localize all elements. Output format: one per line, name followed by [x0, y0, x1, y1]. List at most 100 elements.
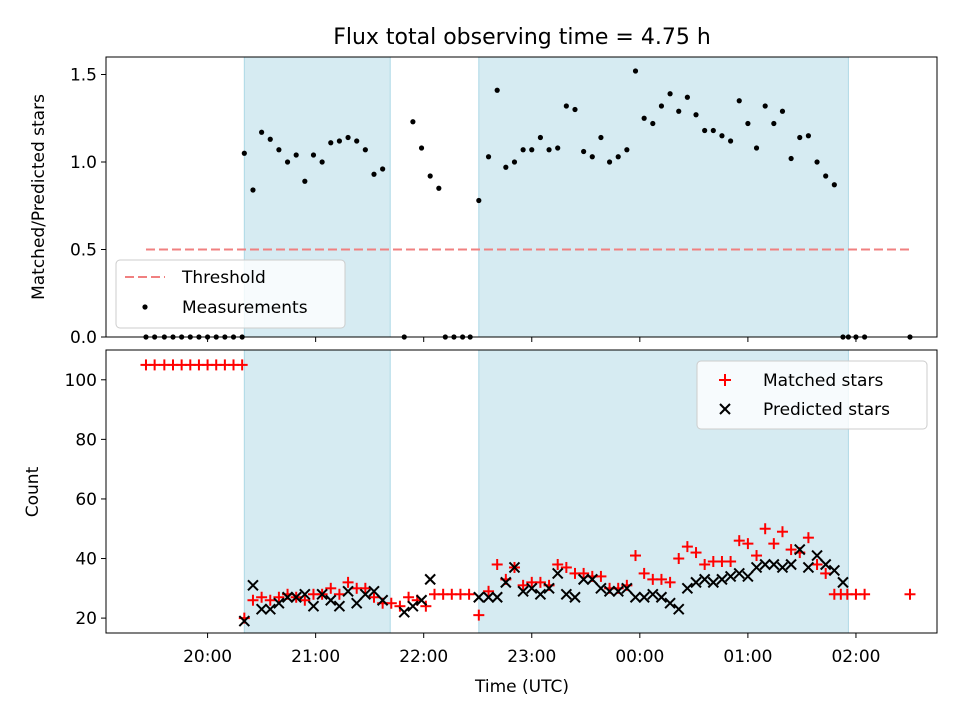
predicted-point [811, 549, 823, 562]
measurement-point [362, 147, 368, 153]
predicted-point [398, 606, 410, 618]
measurement-point [581, 148, 587, 155]
predicted-point [612, 585, 624, 598]
bottom-x-ticks: 20:00 21:00 22:00 23:00 00:00 01:00 02:00 [183, 633, 880, 667]
observing-interval-0-1 [478, 56, 849, 338]
measurement-point [589, 154, 595, 160]
chart-title: Flux total observing time = 4.75 h [333, 25, 711, 50]
x-tick-label: 22:00 [399, 647, 448, 667]
bottom-legend: Matched stars Predicted stars [696, 360, 928, 430]
predicted-point [290, 591, 302, 603]
legend-measurements-swatch [142, 304, 148, 310]
predicted-point [359, 588, 372, 600]
bottom-axes-frame [105, 349, 938, 634]
y-tick-label: 40 [75, 550, 97, 570]
matched-point [595, 570, 607, 582]
matched-stars-series [140, 359, 916, 624]
predicted-point [247, 579, 259, 592]
y-tick-label: 60 [75, 490, 97, 510]
predicted-point [690, 576, 702, 589]
matched-point [820, 567, 832, 579]
predicted-point [281, 591, 294, 603]
predicted-point [759, 558, 771, 571]
predicted-point [673, 603, 685, 615]
measurement-point [328, 140, 334, 146]
measurement-point [771, 120, 777, 127]
predicted-point [368, 585, 380, 598]
predicted-point [333, 600, 346, 612]
predicted-point [264, 603, 276, 615]
bottom-legend-box [696, 360, 928, 430]
measurement-point [293, 152, 299, 158]
measurement-point [267, 136, 273, 142]
measurement-point [632, 68, 639, 74]
predicted-point [534, 588, 547, 600]
matched-point [491, 558, 503, 570]
measurement-point [641, 115, 647, 121]
predicted-point [543, 582, 555, 595]
measurement-point [380, 166, 386, 172]
predicted-point [595, 582, 607, 595]
matched-point [802, 532, 814, 544]
measurement-point [667, 91, 673, 97]
measurement-point [529, 147, 535, 153]
measurement-point [276, 147, 282, 153]
predicted-point [415, 594, 428, 606]
predicted-point [621, 582, 633, 595]
predicted-point [724, 570, 737, 583]
measurement-point [345, 134, 351, 141]
predicted-point [316, 588, 328, 600]
measurement-point [676, 108, 682, 114]
matched-point [859, 588, 871, 600]
matched-point [385, 597, 397, 609]
y-tick-label: 100 [65, 371, 97, 391]
measurement-point [436, 185, 442, 191]
measurements-series [143, 68, 913, 340]
predicted-point [733, 567, 745, 580]
matched-point [299, 594, 311, 606]
y-tick-label: 0.0 [70, 328, 97, 348]
predicted-point [647, 588, 659, 600]
matched-point [673, 553, 685, 565]
predicted-point [569, 591, 581, 603]
matched-point [690, 547, 702, 559]
measurement-point [250, 187, 256, 193]
matched-point [273, 591, 285, 603]
predicted-point [376, 594, 389, 606]
matched-point [785, 544, 797, 556]
measurement-point [310, 152, 317, 158]
x-axis-label: Time (UTC) [474, 677, 569, 697]
predicted-point [350, 597, 363, 609]
measurement-point [546, 147, 552, 153]
predicted-point [664, 597, 676, 609]
x-tick-label: 21:00 [291, 647, 340, 667]
matched-point [630, 550, 642, 562]
legend-predicted-swatch [719, 403, 731, 415]
x-tick-label: 20:00 [183, 647, 232, 667]
matched-point [725, 556, 737, 568]
predicted-point [750, 561, 763, 574]
measurement-point [511, 159, 518, 165]
matched-point [578, 567, 590, 579]
y-tick-label: 1.0 [70, 153, 97, 173]
measurement-point [572, 106, 578, 113]
predicted-point [307, 600, 320, 612]
measurement-point [615, 154, 621, 160]
measurement-point [555, 145, 561, 151]
matched-point [473, 609, 485, 621]
predicted-point [655, 591, 668, 603]
predicted-point [560, 588, 573, 600]
predicted-point [577, 573, 590, 586]
legend-predicted-label: Predicted stars [763, 400, 890, 420]
predicted-point [342, 585, 354, 598]
predicted-point [828, 564, 841, 577]
matched-point [483, 585, 495, 597]
measurement-point [762, 103, 768, 109]
measurement-point [606, 159, 613, 165]
predicted-point [638, 591, 650, 603]
matched-point [394, 600, 406, 612]
measurement-point [476, 197, 482, 204]
top-legend-box [115, 259, 346, 329]
x-tick-label: 00:00 [615, 647, 664, 667]
